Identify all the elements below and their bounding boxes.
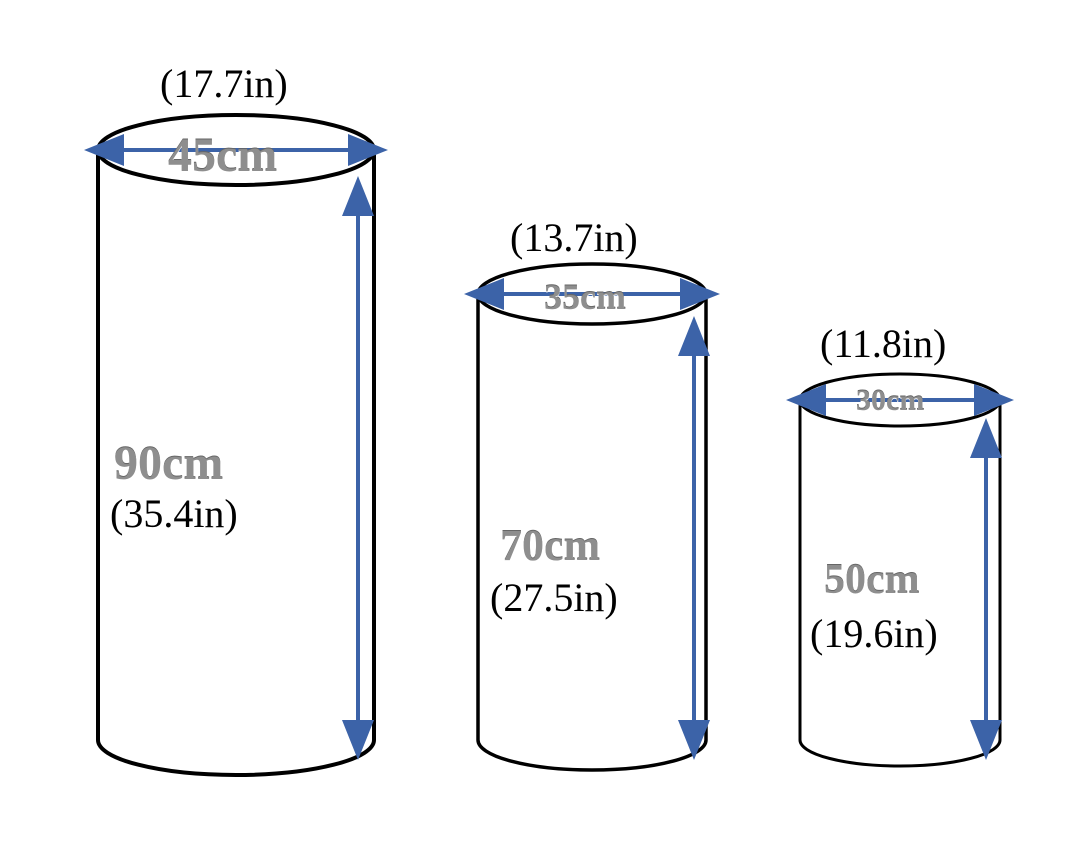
diameter-cm-small: 30cm xyxy=(856,384,924,418)
diameter-cm-medium: 35cm xyxy=(544,276,626,318)
height-in-large: (35.4in) xyxy=(110,490,238,537)
height-cm-small: 50cm xyxy=(824,556,920,604)
diagram-svg xyxy=(0,0,1080,863)
diameter-cm-large: 45cm xyxy=(168,128,277,183)
cylinder-small-bottom xyxy=(800,740,1000,766)
diameter-in-small: (11.8in) xyxy=(820,320,946,367)
cylinder-sizes-diagram: 45cm (17.7in) 90cm(35.4in) 35cm (13.7in) 70cm… xyxy=(0,0,1080,863)
diameter-in-large: (17.7in) xyxy=(160,60,288,107)
height-cm-medium: 70cm xyxy=(500,520,600,571)
height-in-small: (19.6in) xyxy=(810,610,938,657)
height-in-medium: (27.5in) xyxy=(490,574,618,621)
diameter-in-medium: (13.7in) xyxy=(510,214,638,261)
cylinder-large-bottom xyxy=(98,740,374,775)
cylinder-medium-bottom xyxy=(478,740,706,770)
height-cm-large: 90cm xyxy=(114,436,223,491)
